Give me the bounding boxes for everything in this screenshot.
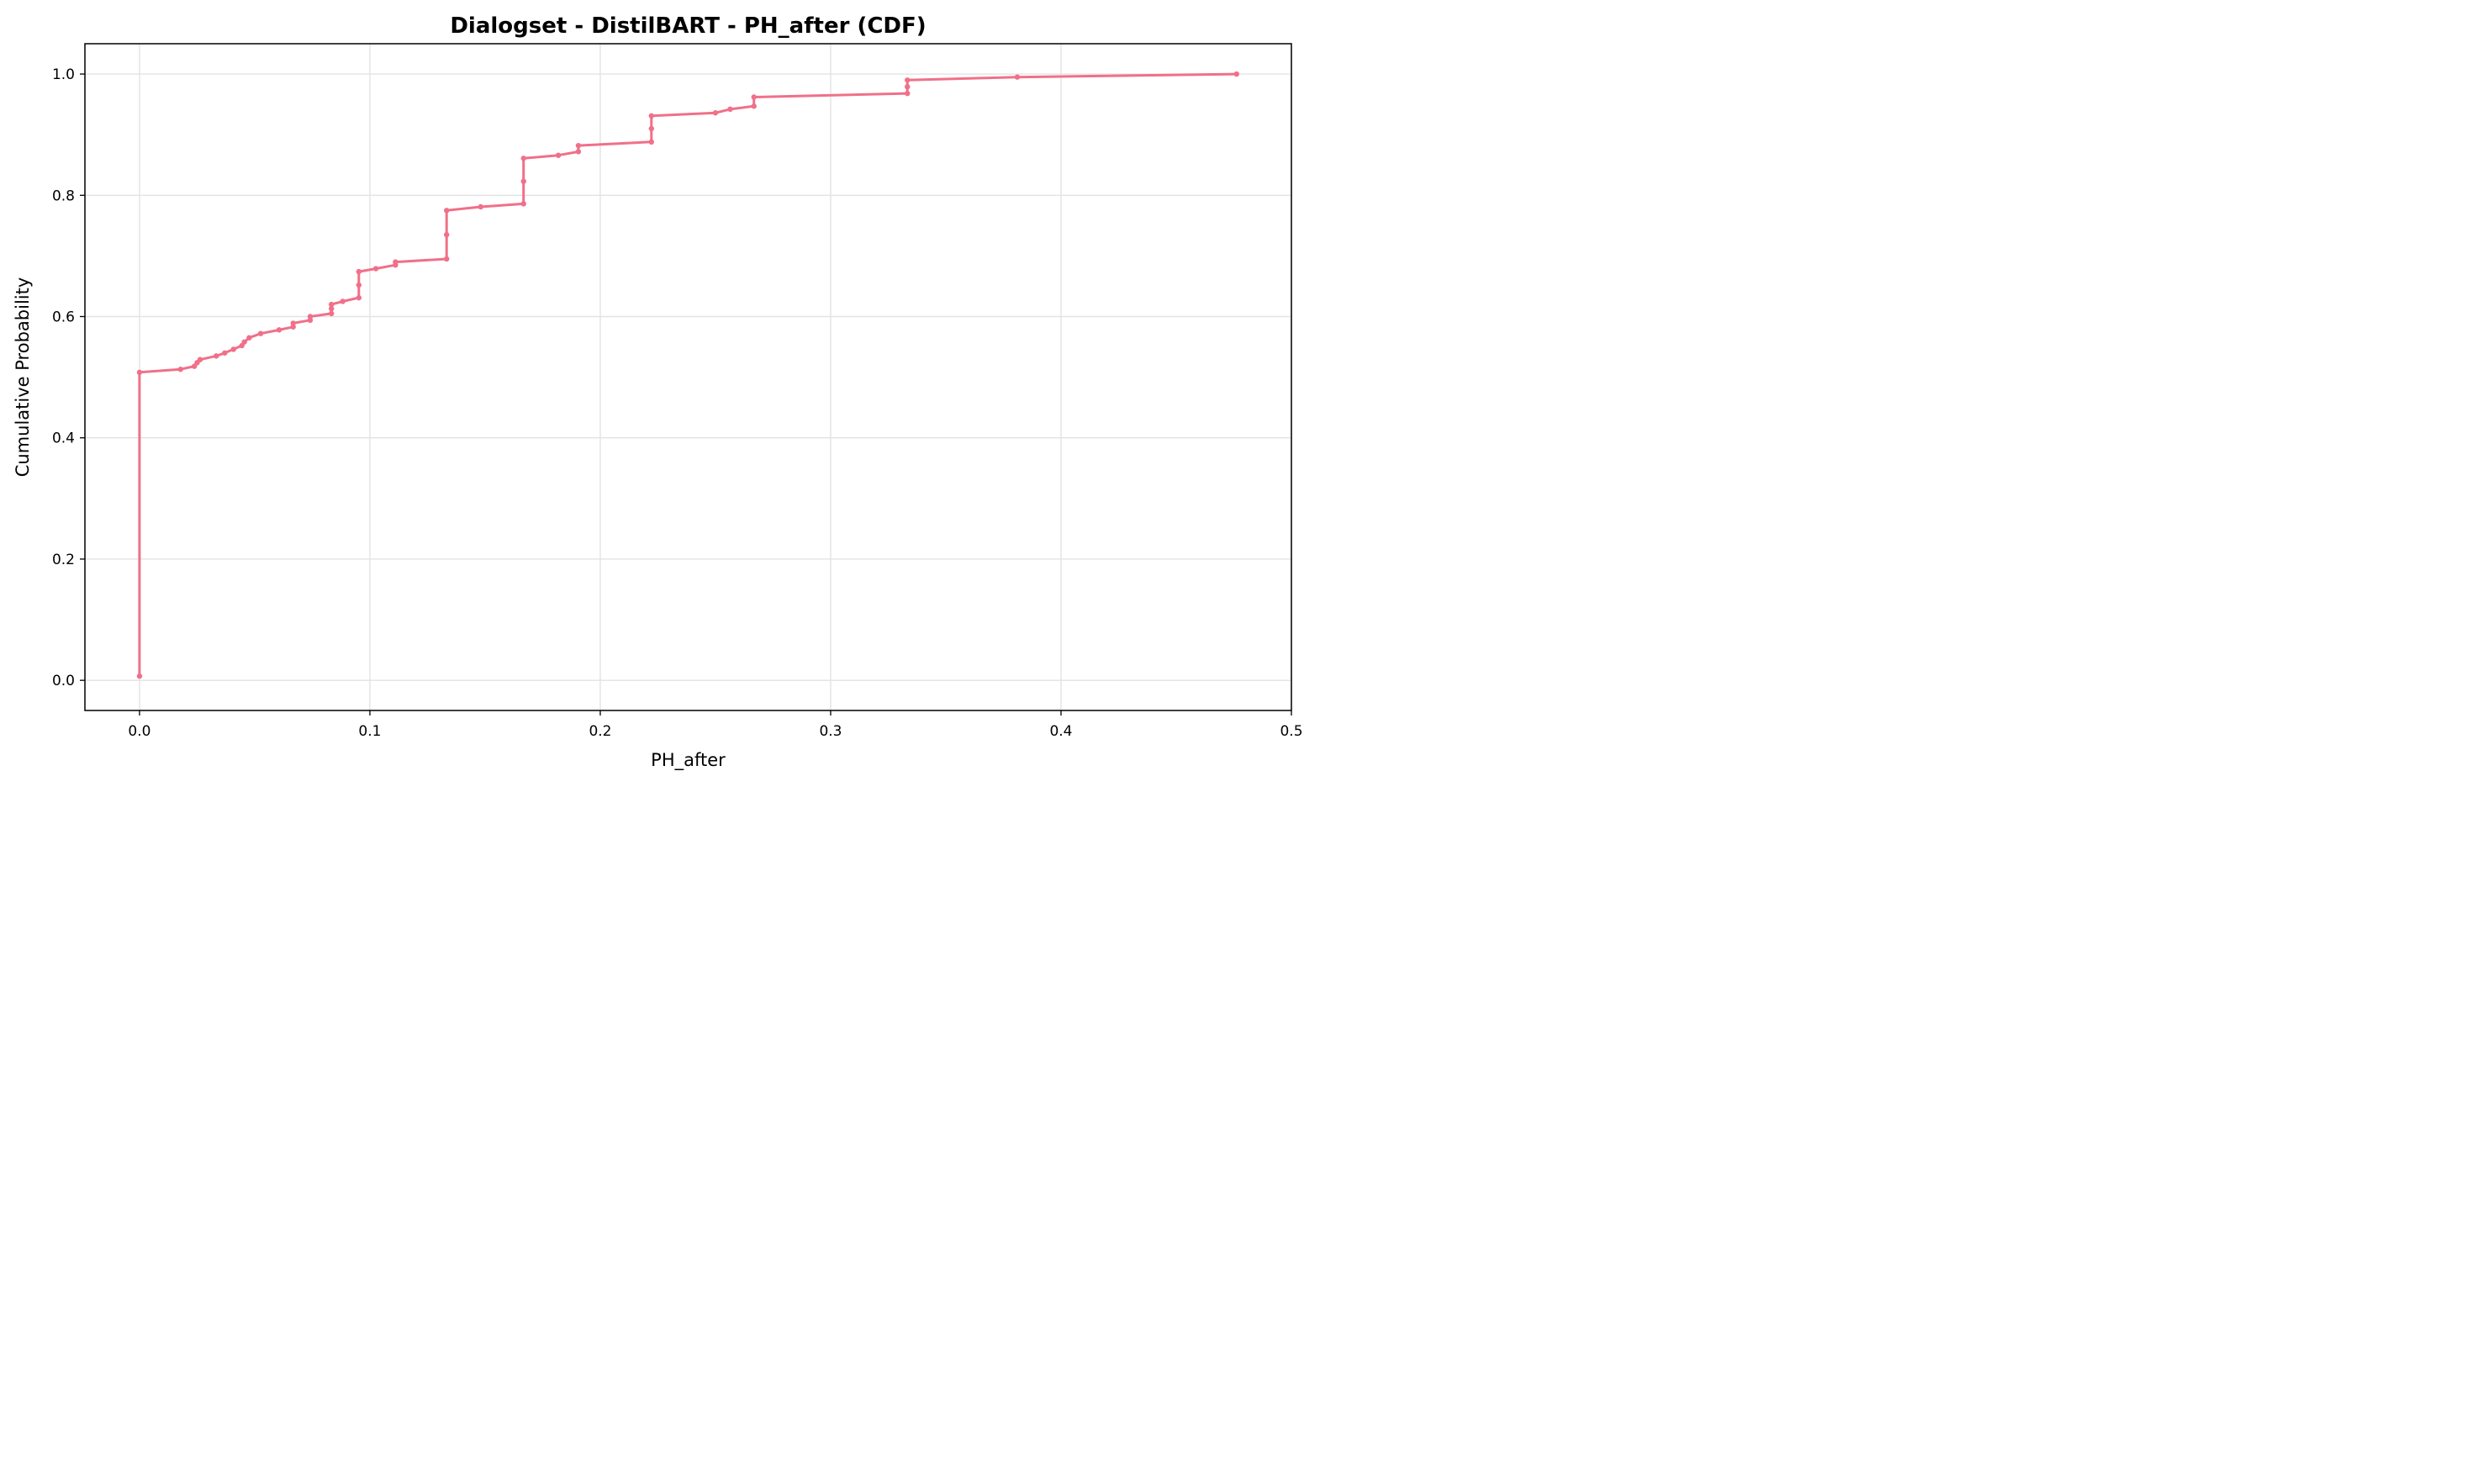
cdf-chart: 0.0 0.1 0.2 0.3 0.4 0.5 0.0 0.2 0.4 0.6 0.8 1.0 Dia… bbox=[13, 13, 1303, 771]
data-point bbox=[356, 268, 362, 275]
data-point bbox=[290, 320, 296, 326]
plot-frame bbox=[84, 43, 1292, 711]
data-point bbox=[905, 90, 911, 97]
data-point bbox=[520, 201, 526, 207]
data-point bbox=[356, 282, 362, 288]
x-tick-label: 0.4 bbox=[1049, 723, 1072, 740]
data-point bbox=[328, 301, 335, 308]
data-point bbox=[751, 103, 757, 109]
data-point bbox=[222, 350, 228, 356]
data-point bbox=[276, 327, 282, 333]
x-axis-label: PH_after bbox=[651, 750, 726, 771]
data-point bbox=[443, 231, 450, 238]
data-point bbox=[136, 673, 143, 679]
data-point bbox=[443, 208, 450, 214]
x-tick-label: 0.3 bbox=[819, 723, 842, 740]
data-point bbox=[648, 139, 654, 145]
data-point bbox=[648, 113, 654, 119]
data-point bbox=[727, 106, 733, 113]
data-point bbox=[372, 266, 379, 272]
data-point bbox=[191, 363, 198, 369]
data-point bbox=[197, 356, 203, 362]
data-point bbox=[712, 110, 719, 116]
data-point bbox=[575, 142, 582, 149]
data-point bbox=[443, 256, 450, 262]
data-point bbox=[257, 330, 264, 336]
data-point bbox=[478, 203, 483, 210]
data-point bbox=[307, 314, 314, 320]
data-point bbox=[328, 310, 335, 317]
data-point bbox=[393, 259, 399, 265]
data-point bbox=[241, 339, 247, 345]
data-point bbox=[136, 369, 143, 376]
axis-ticks: 0.0 0.1 0.2 0.3 0.4 0.5 0.0 0.2 0.4 0.6 0.8 1.0 bbox=[52, 66, 1303, 740]
cdf-line bbox=[138, 72, 1237, 677]
x-tick-label: 0.2 bbox=[589, 723, 611, 740]
data-point bbox=[555, 152, 562, 158]
y-tick-label: 0.6 bbox=[52, 309, 75, 325]
data-point bbox=[648, 125, 654, 132]
y-axis-label: Cumulative Probability bbox=[13, 277, 33, 478]
series-layer bbox=[136, 71, 1239, 679]
data-point bbox=[905, 77, 911, 83]
data-point bbox=[213, 353, 219, 359]
data-point bbox=[575, 149, 582, 155]
data-point bbox=[1014, 74, 1021, 80]
data-point bbox=[905, 83, 911, 90]
data-point bbox=[177, 367, 183, 372]
y-tick-label: 0.0 bbox=[52, 673, 75, 689]
y-tick-label: 0.4 bbox=[52, 430, 75, 447]
x-tick-label: 0.1 bbox=[358, 723, 381, 740]
y-tick-label: 1.0 bbox=[52, 66, 75, 83]
data-point bbox=[356, 294, 362, 301]
x-tick-label: 0.0 bbox=[128, 723, 150, 740]
y-tick-label: 0.8 bbox=[52, 187, 75, 204]
data-point bbox=[230, 346, 236, 352]
data-point bbox=[246, 335, 252, 341]
grid-lines bbox=[85, 44, 1292, 710]
chart-title: Dialogset - DistilBART - PH_after (CDF) bbox=[450, 13, 926, 39]
data-point bbox=[520, 156, 526, 161]
data-point bbox=[1233, 71, 1239, 77]
data-point bbox=[328, 305, 335, 312]
x-tick-label: 0.5 bbox=[1280, 723, 1302, 740]
data-point bbox=[751, 94, 757, 100]
data-point bbox=[340, 298, 346, 304]
data-point bbox=[520, 178, 526, 184]
y-tick-label: 0.2 bbox=[52, 552, 75, 568]
